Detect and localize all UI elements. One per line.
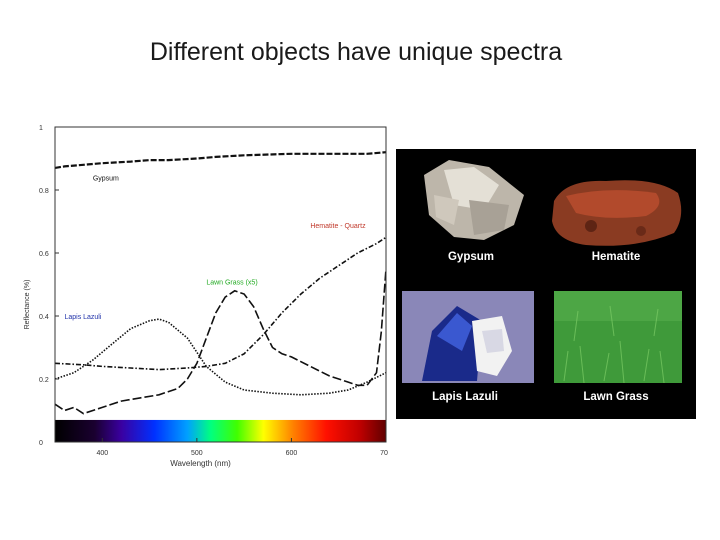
x-tick-label-1: 500 (191, 450, 203, 457)
y-tick-label-2: 0.4 (39, 314, 49, 321)
photo-label-hematite: Hematite (591, 251, 641, 263)
series-label-3: Lapis Lazuli (64, 314, 101, 321)
grass-photo (554, 291, 682, 383)
series-line-2 (54, 268, 387, 415)
gypsum-photo (414, 155, 532, 247)
slide-title: Different objects have unique spectra (149, 38, 563, 66)
photo-label-gypsum: Gypsum (447, 251, 494, 263)
x-tick-label-3: 700 (380, 450, 388, 457)
mineral-photo-panel: Gypsum Hematite Lapis Lazuli Lawn Grass (396, 149, 696, 419)
series-label-0: Gypsum (93, 176, 119, 183)
photo-label-grass: Lawn Grass (583, 391, 649, 403)
y-tick-label-5: 1 (39, 125, 43, 132)
chart-canvas: Gypsum Hematite - Quartz Lawn Grass (x5) La… (24, 125, 388, 468)
series-line-1 (54, 236, 387, 371)
x-tick-label-0: 400 (96, 450, 108, 457)
spectrum-band (55, 419, 386, 442)
series-line-0 (54, 151, 387, 169)
plot-frame (54, 126, 387, 443)
y-tick-label-0: 0 (39, 440, 43, 447)
x-axis-label: Wavelength (nm) (170, 459, 231, 468)
y-tick-label-3: 0.6 (39, 251, 49, 258)
x-tick-label-2: 600 (286, 450, 298, 457)
reflectance-chart: Gypsum Hematite - Quartz Lawn Grass (x5) La… (18, 120, 388, 475)
y-tick-label-4: 0.8 (39, 188, 49, 195)
lapis-photo (402, 291, 534, 383)
series-label-2: Lawn Grass (x5) (206, 280, 257, 287)
y-tick-label-1: 0.2 (39, 377, 49, 384)
photo-label-lapis: Lapis Lazuli (432, 391, 498, 403)
series-line-3 (54, 318, 387, 396)
hematite-photo (546, 171, 686, 251)
y-axis-label: Reflectance (%) (24, 280, 31, 330)
series-label-1: Hematite - Quartz (310, 223, 366, 230)
